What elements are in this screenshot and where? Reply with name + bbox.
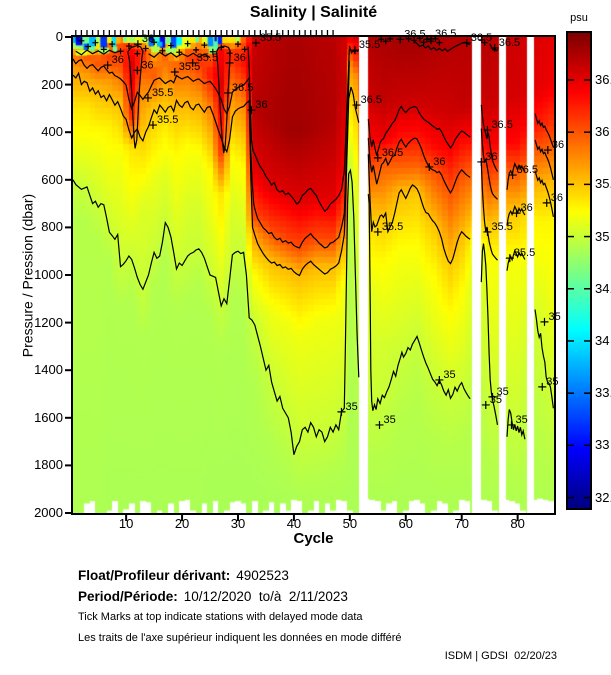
y-tick-label: 0 (55, 29, 63, 44)
chart-title: Salinity | Salinité (249, 4, 378, 21)
y-tick-label: 1600 (34, 409, 63, 425)
colorbar-tick-label: 36 (595, 124, 610, 140)
period-value: 10/12/2020 to/à 2/11/2023 (183, 589, 348, 604)
x-tick-label: 40 (286, 516, 302, 531)
y-tick-label: 800 (41, 219, 63, 235)
y-tick-label: 400 (41, 124, 63, 140)
note-english: Tick Marks at top indicate stations with… (78, 611, 363, 623)
note-french: Les traits de l'axe supérieur indiquent … (78, 632, 402, 644)
colorbar-unit-label: psu (570, 12, 588, 24)
colorbar-tick-label: 33 (595, 437, 610, 453)
colorbar-tick-label: 34.5 (595, 280, 611, 296)
colorbar-gradient-canvas (568, 33, 590, 508)
x-tick-label: 10 (118, 516, 134, 531)
x-tick-label: 70 (454, 516, 469, 531)
float-id-value: 4902523 (236, 568, 289, 583)
y-tick-label: 1000 (34, 267, 63, 282)
float-id-line: Float/Profileur dérivant: 4902523 (78, 568, 289, 583)
colorbar-tick-label: 32.5 (595, 489, 611, 505)
x-tick-label: 50 (342, 516, 358, 531)
y-tick-label: 1400 (34, 362, 63, 378)
x-tick-label: 80 (510, 516, 525, 531)
x-tick-label: 20 (174, 516, 190, 531)
float-id-label: Float/Profileur dérivant: (78, 568, 231, 583)
y-tick-label: 1200 (34, 314, 63, 330)
salinity-heatmap-canvas (73, 37, 554, 513)
colorbar-tick-label: 33.5 (595, 385, 611, 401)
colorbar-tick-label: 35 (595, 228, 610, 244)
x-tick-label: 30 (230, 516, 246, 531)
period-line: Period/Période: 10/12/2020 to/à 2/11/2023 (78, 589, 348, 604)
y-tick-label: 600 (41, 171, 63, 187)
colorbar-tick-label: 34 (595, 332, 610, 348)
x-axis-label: Cycle (293, 530, 334, 547)
colorbar-tick-label: 35.5 (595, 176, 611, 192)
y-tick-label: 1800 (34, 457, 63, 473)
period-label: Period/Période: (78, 589, 178, 604)
credit-line: ISDM | GDSI 02/20/23 (444, 650, 557, 662)
y-tick-label: 200 (41, 76, 63, 92)
y-tick-label: 2000 (34, 505, 63, 520)
colorbar-tick-label: 36.5 (595, 71, 611, 87)
x-tick-label: 60 (398, 516, 414, 531)
